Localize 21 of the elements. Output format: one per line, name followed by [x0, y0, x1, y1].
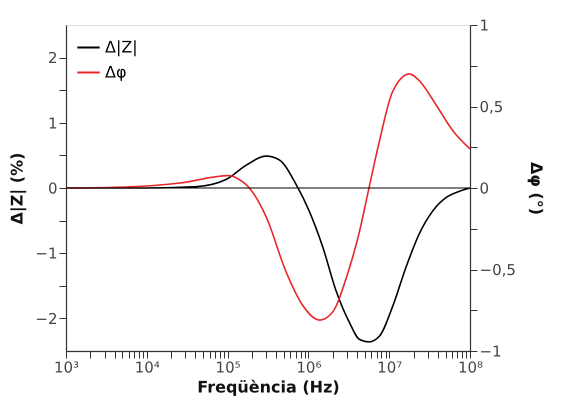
legend-label: Δ|Z| — [105, 38, 138, 56]
y-tick-label: 1 — [48, 114, 58, 132]
y-axis-title: Δ|Z| (%) — [7, 152, 26, 224]
y-tick-label: −1 — [35, 244, 58, 263]
y-tick-label: −2 — [35, 310, 58, 328]
y-tick-label: 0 — [48, 180, 58, 198]
y2-tick-label: 0 — [480, 180, 490, 198]
x-axis-title: Freqüència (Hz) — [197, 378, 340, 396]
y2-axis-title: Δφ (°) — [526, 162, 546, 216]
legend-label: Δφ — [105, 62, 126, 82]
y2-tick-label: 1 — [480, 16, 490, 34]
y2-tick-label: −1 — [480, 342, 502, 360]
y2-tick-label: 0,5 — [480, 98, 504, 116]
y2-tick-label: −0,5 — [480, 261, 516, 279]
x-tick-label: 10⁵ — [216, 358, 241, 376]
x-tick-label: 10⁶ — [296, 358, 322, 376]
x-tick-label: 10³ — [54, 358, 80, 376]
x-tick-label: 10⁸ — [458, 358, 484, 376]
x-tick-label: 10⁷ — [377, 358, 402, 376]
y-tick-label: 2 — [48, 49, 58, 68]
x-tick-label: 10⁴ — [134, 358, 160, 376]
